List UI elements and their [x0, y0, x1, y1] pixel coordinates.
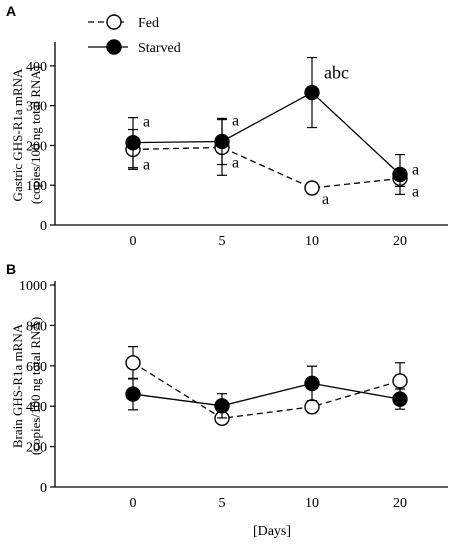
series-line-starved — [132, 382, 401, 407]
x-tick-label: 20 — [393, 496, 407, 511]
data-point-starved — [304, 84, 320, 101]
series-line-starved — [132, 91, 401, 175]
x-tick-label: 5 — [219, 496, 226, 511]
data-point-fed — [392, 373, 408, 389]
significance-label: a — [232, 112, 239, 129]
legend-label-fed: Fed — [138, 16, 159, 31]
significance-label: a — [412, 183, 419, 200]
y-tick-label: 200 — [26, 139, 47, 154]
data-point-starved — [125, 134, 141, 151]
panel-b-letter: B — [6, 261, 16, 277]
significance-label: abc — [324, 63, 349, 83]
x-tick-label: 5 — [219, 234, 226, 249]
y-axis-label: Gastric GHS-R1a mRNA — [10, 68, 25, 201]
x-tick-label: 10 — [305, 234, 319, 249]
significance-label: a — [322, 191, 329, 208]
significance-label: a — [143, 114, 150, 131]
data-point-starved — [125, 386, 141, 402]
x-tick-label: 0 — [130, 496, 137, 511]
series-line-fed — [132, 362, 401, 419]
chart-panel-a: 0 100 200 300 400 0 5 10 20 Gastric GHS-R1a mRNA(… — [10, 14, 448, 249]
data-point-starved — [214, 133, 230, 150]
y-tick-label: 300 — [26, 100, 47, 115]
data-point-starved — [304, 375, 320, 392]
data-point-fed — [125, 355, 141, 371]
y-axis-label: Brain GHS-R1a mRNA — [10, 323, 25, 448]
data-point-fed — [304, 399, 320, 415]
y-tick-label: 0 — [40, 219, 47, 234]
y-tick-label: 800 — [26, 319, 47, 334]
x-axis-title: [Days] — [253, 524, 291, 539]
data-point-starved — [392, 166, 408, 183]
y-tick-label: 100 — [26, 179, 47, 194]
x-tick-label: 0 — [130, 234, 137, 249]
panel-a-letter: A — [6, 3, 16, 19]
y-tick-label: 1000 — [19, 279, 47, 294]
legend-marker-starved — [106, 39, 122, 55]
data-point-starved — [392, 391, 408, 407]
y-tick-label: 200 — [26, 441, 47, 456]
significance-label: a — [412, 161, 419, 178]
legend-label-starved: Starved — [138, 41, 181, 56]
x-tick-label: 10 — [305, 496, 319, 511]
chart-panel-b: 0 200 400 600 800 1000 0 5 10 20 Brain GHS-R1a mRN… — [10, 279, 448, 511]
y-tick-label: 0 — [40, 481, 47, 496]
series-line-fed — [132, 146, 401, 189]
y-axis-label-units: (copies/100 ng total RNA) — [28, 66, 43, 204]
significance-label: a — [232, 154, 239, 171]
legend-marker-fed — [106, 14, 122, 30]
significance-label: a — [143, 156, 150, 173]
y-axis-label-units: (copies/100 ng total RNA) — [28, 317, 43, 455]
data-point-starved — [214, 398, 230, 414]
y-tick-label: 600 — [26, 360, 47, 375]
x-tick-label: 20 — [393, 234, 407, 249]
y-tick-label: 400 — [26, 400, 47, 415]
y-tick-label: 400 — [26, 60, 47, 75]
data-point-fed — [304, 180, 320, 196]
